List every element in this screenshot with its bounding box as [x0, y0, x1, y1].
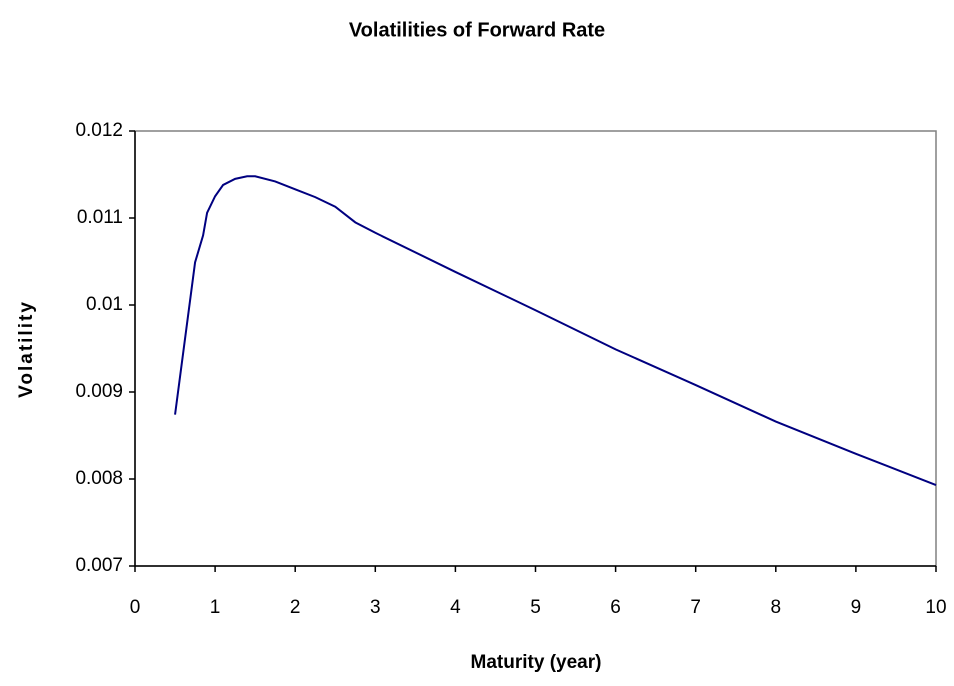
x-tick-label: 5: [530, 597, 541, 618]
x-tick-label: 2: [290, 597, 301, 618]
x-tick-label: 3: [370, 597, 381, 618]
x-tick-label: 10: [925, 597, 946, 618]
x-tick-label: 8: [771, 597, 782, 618]
y-axis-label: Volatility: [16, 300, 37, 398]
x-axis-label: Maturity (year): [471, 652, 602, 673]
x-tick-label: 6: [610, 597, 621, 618]
y-tick-label: 0.008: [75, 468, 123, 489]
y-tick-label: 0.011: [77, 207, 123, 228]
y-tick-label: 0.009: [75, 381, 123, 402]
chart-title: Volatilities of Forward Rate: [349, 19, 605, 41]
y-tick-label: 0.01: [86, 294, 123, 315]
x-tick-label: 7: [690, 597, 701, 618]
plot-frame: [134, 130, 937, 567]
x-tick-label: 4: [450, 597, 461, 618]
y-tick-label: 0.012: [75, 120, 123, 141]
y-tick-label: 0.007: [75, 555, 123, 576]
line: [174, 175, 937, 487]
x-tick-label: 1: [210, 597, 221, 618]
x-tick-label: 9: [851, 597, 862, 618]
x-tick-label: 0: [130, 597, 141, 618]
